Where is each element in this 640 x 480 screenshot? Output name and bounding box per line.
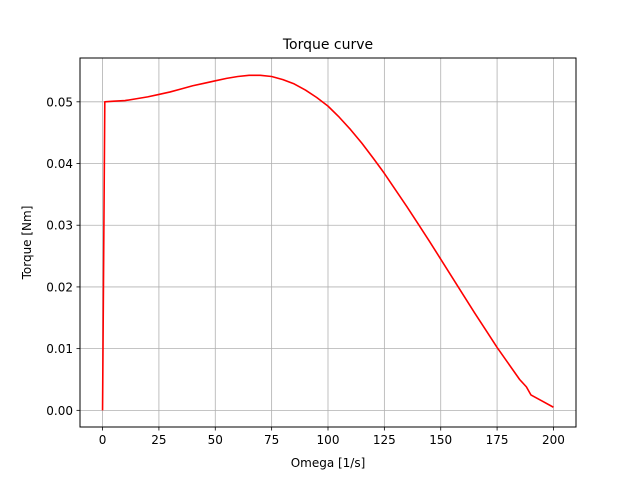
chart-title: Torque curve (282, 37, 373, 53)
y-tick-label: 0.01 (46, 342, 73, 356)
grid-lines (80, 58, 576, 427)
y-tick-label: 0.05 (46, 95, 73, 109)
x-tick-label: 100 (317, 433, 340, 447)
x-axis-label: Omega [1/s] (291, 456, 366, 470)
x-tick-label: 50 (208, 433, 223, 447)
y-tick-label: 0.00 (46, 404, 73, 418)
x-axis-ticks: 0 25 50 75 100 125 150 175 200 (99, 427, 565, 447)
x-tick-label: 125 (373, 433, 396, 447)
x-tick-label: 75 (264, 433, 279, 447)
y-axis-label: Torque [Nm] (20, 206, 34, 281)
torque-series-line (101, 74, 554, 411)
series-lines (101, 74, 554, 411)
y-tick-label: 0.03 (46, 219, 73, 233)
x-tick-label: 175 (486, 433, 509, 447)
y-axis-ticks: 0.00 0.01 0.02 0.03 0.04 0.05 (46, 95, 80, 418)
x-tick-label: 0 (99, 433, 107, 447)
x-tick-label: 200 (542, 433, 565, 447)
y-tick-label: 0.02 (46, 280, 73, 294)
x-tick-label: 150 (429, 433, 452, 447)
y-tick-label: 0.04 (46, 157, 73, 171)
x-tick-label: 25 (151, 433, 166, 447)
